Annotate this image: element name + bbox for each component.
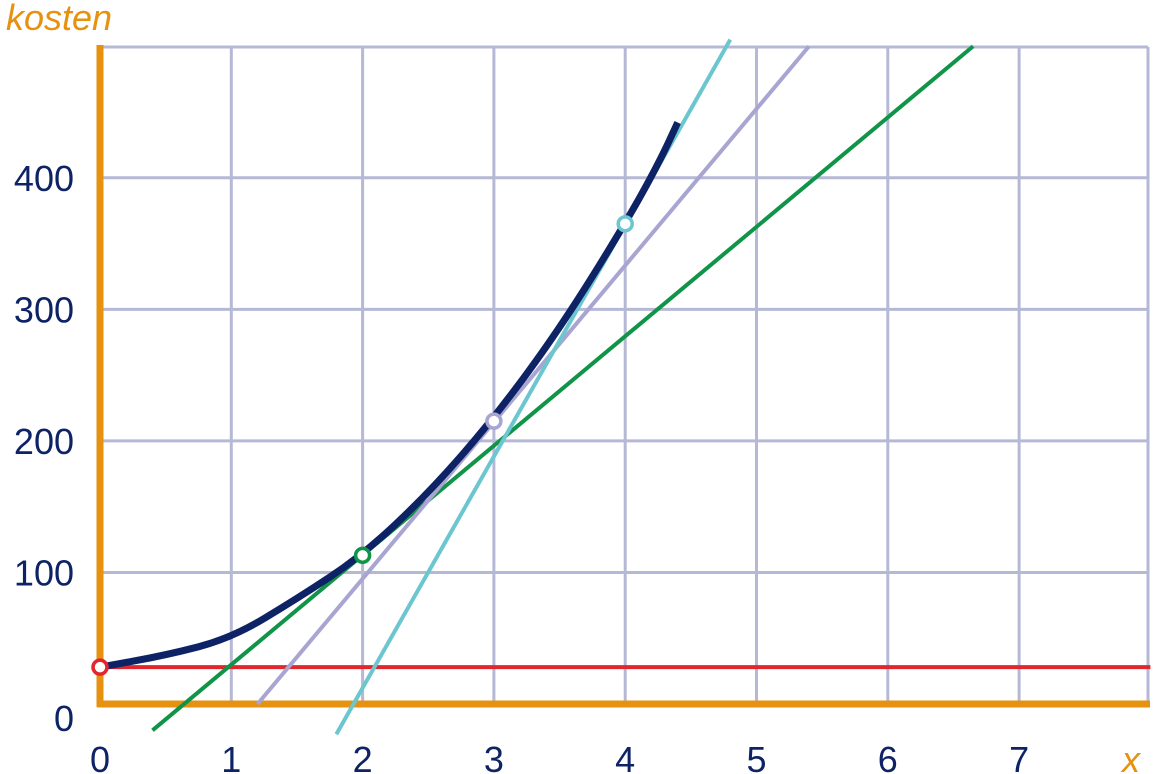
lavender-tangent — [256, 44, 811, 706]
x-tick-label-1: 1 — [221, 739, 241, 774]
x-axis-title: x — [1120, 739, 1142, 774]
x-tick-label-4: 4 — [615, 739, 635, 774]
grid — [100, 45, 1150, 704]
y-tick-label-100: 100 — [14, 552, 74, 593]
y-tick-label-300: 300 — [14, 289, 74, 330]
y-tick-label-200: 200 — [14, 421, 74, 462]
tangent-point-2 — [353, 546, 372, 565]
tangent-point-1 — [91, 658, 109, 676]
axes — [96, 45, 1150, 708]
cost-curve-path — [99, 121, 681, 671]
y-axis-title: kosten — [6, 0, 112, 38]
x-tick-label-2: 2 — [353, 739, 373, 774]
x-tick-label-3: 3 — [484, 739, 504, 774]
y-tick-label-0: 0 — [54, 698, 74, 739]
tangent-points — [91, 215, 634, 676]
x-tick-label-0: 0 — [90, 739, 110, 774]
tick-labels: 0 1 2 3 4 5 6 7 0 100 200 300 400 — [14, 158, 1029, 774]
x-tick-label-5: 5 — [746, 739, 766, 774]
x-tick-label-6: 6 — [878, 739, 898, 774]
cost-curve — [99, 121, 681, 671]
tangent-point-4 — [616, 215, 634, 233]
x-tick-label-7: 7 — [1009, 739, 1029, 774]
y-tick-label-400: 400 — [14, 158, 74, 199]
green-tangent — [151, 44, 975, 732]
tangent-point-3 — [485, 412, 503, 430]
